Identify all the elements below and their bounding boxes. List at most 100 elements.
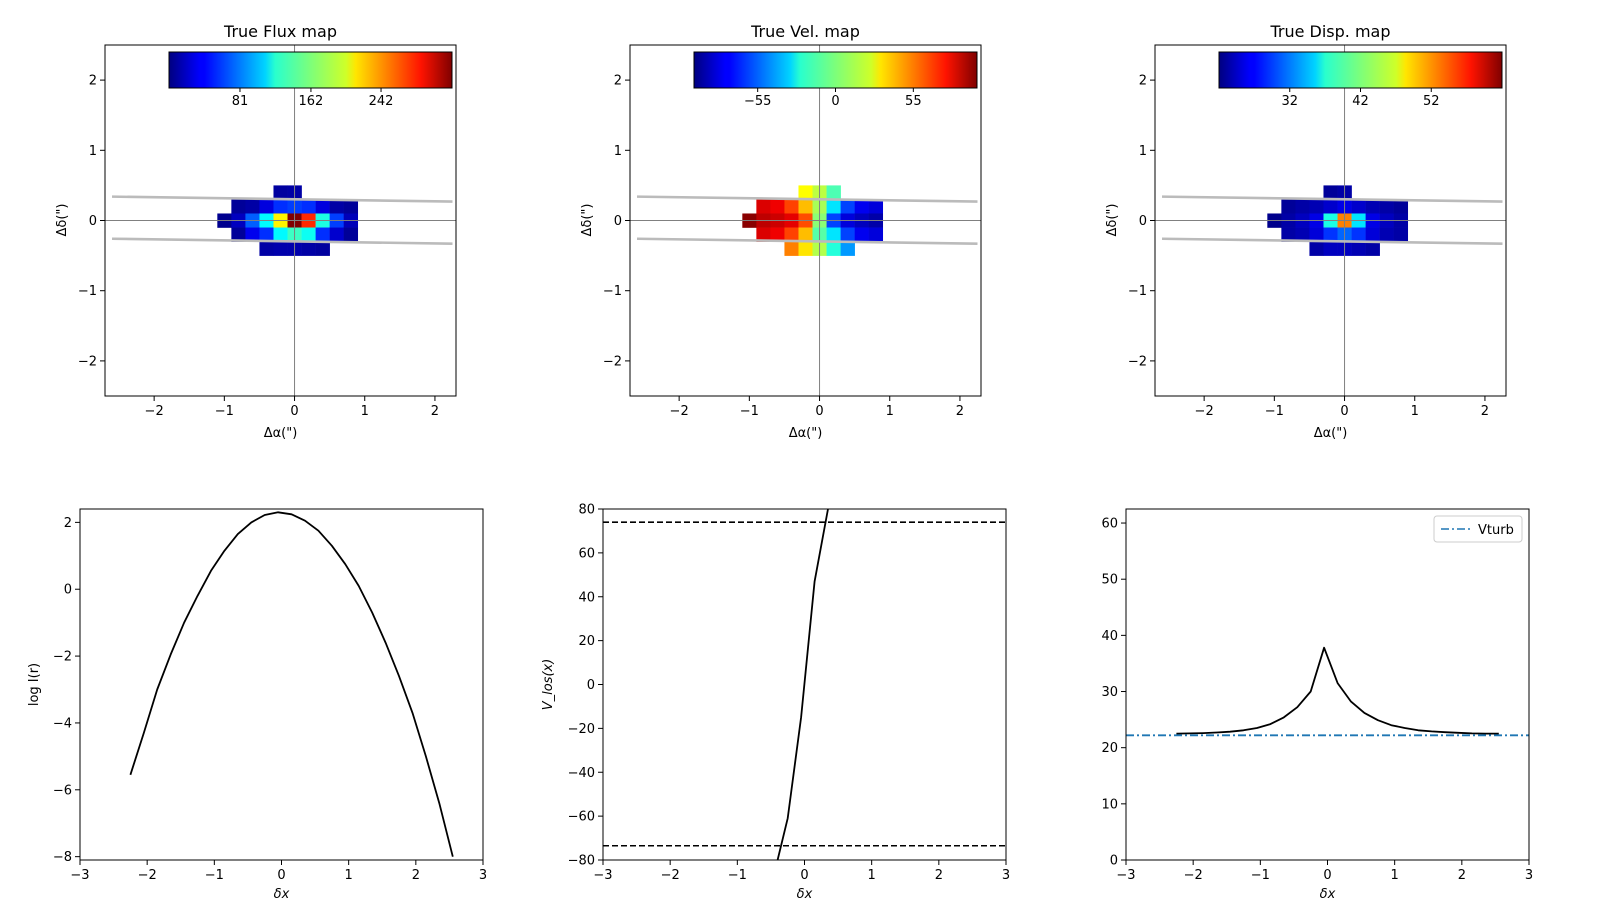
map-cell [1323,241,1338,256]
y-tick-label: 0 [89,214,97,229]
y-tick-label: −2 [603,354,622,369]
x-tick-label: 1 [868,868,876,883]
flux-colorbar-ticks: 81 162 242 [232,88,394,109]
x-tick-label: 2 [935,868,943,883]
map-cell [756,199,771,214]
map-cell [343,199,359,214]
map-cell [770,199,785,214]
x-tick-label: 2 [1481,404,1489,419]
y-tick-label: −1 [78,284,97,299]
x-tick-label: −3 [1116,868,1135,883]
colorbar-tick-label: 55 [905,94,922,109]
intensity-profile-x-label: δx [274,887,290,900]
y-tick-label: −4 [53,716,72,731]
map-cell [259,241,274,256]
map-cell [1393,199,1409,214]
y-tick-label: 2 [1139,74,1147,89]
map-cell [1351,241,1366,256]
y-tick-label: 0 [1110,854,1118,869]
x-tick-label: −1 [215,404,234,419]
map-cell [1323,185,1338,200]
intensity-profile-panel: −3 −2 −1 0 1 2 3 −8 −6 −4 −2 0 2 δx log I(r) [27,508,487,900]
series-line [1176,646,1499,735]
flux-map-y-label: Δδ(") [55,204,70,237]
y-tick-label: 0 [614,214,622,229]
map-cell [315,227,330,242]
series-line [776,509,829,860]
y-tick-label: −1 [1128,284,1147,299]
colorbar-tick-label: 32 [1281,94,1298,109]
dispersion-map-guides [1155,45,1506,396]
dispersion-map-x-label: Δα(") [1314,426,1348,441]
map-cell [343,227,359,242]
map-cell [329,199,344,214]
y-tick-label: −60 [568,810,595,825]
map-cell [273,199,288,214]
map-cell [245,227,260,242]
x-tick-label: 3 [479,868,487,883]
map-cell [1309,227,1324,242]
x-tick-label: 2 [431,404,439,419]
x-tick-label: −2 [1195,404,1214,419]
map-cell [798,241,813,256]
x-tick-label: 0 [1323,868,1331,883]
colorbar-tick-label: 242 [369,94,394,109]
dispersion-colorbar [1218,51,1503,89]
map-cell [784,241,799,256]
x-tick-label: 0 [277,868,285,883]
map-cell [1281,199,1296,214]
dispersion-map-x-ticks: −2 −1 0 1 2 [1195,396,1489,419]
dispersion-colorbar-ticks: 32 42 52 [1281,88,1440,109]
velocity-profile-lines [603,509,1006,860]
map-cell [1365,241,1380,256]
x-tick-label: 1 [886,404,894,419]
map-cell [301,227,316,242]
map-cell [784,199,799,214]
velocity-map-y-label: Δδ(") [580,204,595,237]
velocity-map-cells [742,185,884,256]
map-cell [1351,227,1366,242]
velocity-map-x-ticks: −2 −1 0 1 2 [670,396,964,419]
map-cell [329,227,344,242]
x-tick-label: −2 [661,868,680,883]
intensity-profile-y-label: log I(r) [27,663,42,706]
legend-label-vturb: Vturb [1478,523,1514,538]
colorbar-tick-label: −55 [744,94,771,109]
map-cell [798,185,813,200]
x-tick-label: −1 [1265,404,1284,419]
colorbar-tick-label: 52 [1423,94,1440,109]
y-tick-label: 50 [1101,573,1118,588]
dispersion-map-y-ticks: −2 −1 0 1 2 [1128,74,1155,369]
x-tick-label: −2 [1184,868,1203,883]
map-cell [1309,199,1324,214]
map-cell [840,227,855,242]
x-tick-label: −2 [145,404,164,419]
flux-map-panel: True Flux map −2 −1 0 1 2 −2 −1 0 1 2 Δα(") Δδ("… [55,22,457,441]
y-tick-label: 40 [1101,629,1118,644]
map-cell [245,199,260,214]
dispersion-map-title: True Disp. map [1269,22,1390,41]
map-cell [1323,199,1338,214]
map-cell [840,199,855,214]
y-tick-label: 80 [578,503,595,518]
y-tick-label: −1 [603,284,622,299]
x-tick-label: −1 [205,868,224,883]
y-tick-label: 0 [587,678,595,693]
velocity-colorbar-ticks: −55 0 55 [744,88,922,109]
x-tick-label: −2 [670,404,689,419]
x-tick-label: 0 [1340,404,1348,419]
map-cell [826,241,841,256]
velocity-profile-y-label: V_los(x) [541,659,556,711]
x-tick-label: −3 [70,868,89,883]
map-cell [826,199,841,214]
map-cell [1281,227,1296,242]
flux-map-x-ticks: −2 −1 0 1 2 [145,396,439,419]
map-cell [756,227,771,242]
intensity-profile-lines [129,511,454,857]
x-tick-label: 2 [956,404,964,419]
map-cell [1295,227,1310,242]
y-tick-label: −8 [53,850,72,865]
x-tick-label: 2 [1458,868,1466,883]
map-cell [259,199,274,214]
y-tick-label: 0 [64,583,72,598]
